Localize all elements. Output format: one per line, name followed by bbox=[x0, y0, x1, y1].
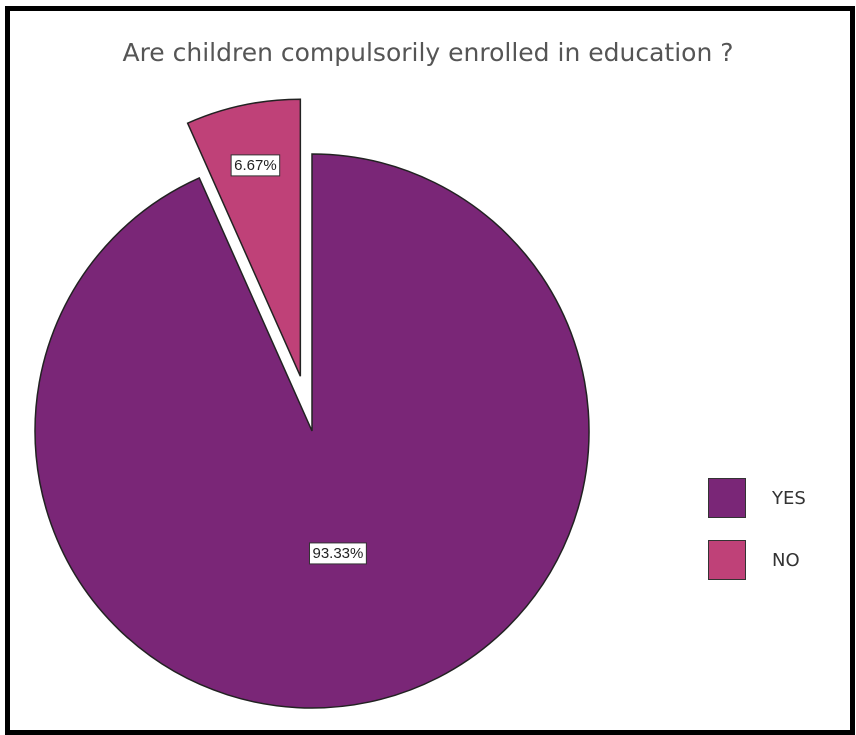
legend-swatch-yes bbox=[708, 478, 746, 518]
legend-label-no: NO bbox=[772, 549, 800, 571]
legend-item-no: NO bbox=[708, 538, 806, 582]
chart-title: Are children compulsorily enrolled in ed… bbox=[122, 38, 734, 67]
pie-slice-yes bbox=[34, 153, 590, 709]
data-label-text-no: 6.67% bbox=[234, 157, 277, 174]
legend: YES NO bbox=[708, 476, 806, 600]
legend-swatch-no bbox=[708, 540, 746, 580]
data-label-box-yes bbox=[308, 542, 367, 565]
data-label-box-no bbox=[230, 154, 281, 177]
legend-label-yes: YES bbox=[772, 487, 806, 509]
data-label-no: 6.67% bbox=[230, 154, 281, 177]
data-label-text-yes: 93.33% bbox=[312, 545, 363, 562]
legend-item-yes: YES bbox=[708, 476, 806, 520]
data-label-yes: 93.33% bbox=[308, 542, 367, 565]
